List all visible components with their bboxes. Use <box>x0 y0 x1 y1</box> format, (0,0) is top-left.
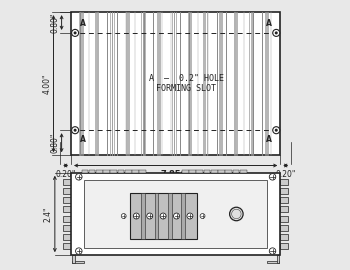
Circle shape <box>133 213 139 219</box>
Circle shape <box>187 213 193 219</box>
Bar <box>280 234 288 240</box>
Text: 0.80": 0.80" <box>50 12 60 33</box>
Text: 2.4": 2.4" <box>43 206 52 222</box>
Bar <box>139 170 146 173</box>
Bar <box>72 261 84 263</box>
Bar <box>240 170 246 173</box>
Circle shape <box>273 127 280 134</box>
Circle shape <box>121 214 126 218</box>
Bar <box>267 261 280 263</box>
Bar <box>82 170 88 173</box>
Bar <box>63 234 71 240</box>
Circle shape <box>174 213 180 219</box>
Text: FORMING SLOT: FORMING SLOT <box>156 84 216 93</box>
Circle shape <box>76 174 82 180</box>
Text: A: A <box>80 135 85 144</box>
Bar <box>130 193 197 239</box>
Text: A: A <box>80 19 85 28</box>
Bar <box>280 179 288 185</box>
Bar <box>218 170 225 173</box>
Circle shape <box>269 248 276 254</box>
Bar <box>89 170 96 173</box>
Bar <box>280 243 288 249</box>
Bar <box>63 225 71 231</box>
Text: 0.20": 0.20" <box>55 170 76 178</box>
Bar <box>155 193 158 239</box>
Bar <box>63 179 71 185</box>
Bar <box>84 180 267 248</box>
Bar <box>211 170 218 173</box>
Circle shape <box>160 213 166 219</box>
Circle shape <box>273 29 280 36</box>
Bar <box>181 193 185 239</box>
Text: 7.856": 7.856" <box>160 170 191 178</box>
Bar <box>280 225 288 231</box>
Circle shape <box>74 129 76 131</box>
Text: A: A <box>266 19 272 28</box>
Circle shape <box>275 129 277 131</box>
Text: 0.80": 0.80" <box>50 133 60 153</box>
Bar <box>63 243 71 249</box>
Circle shape <box>230 207 243 221</box>
Bar <box>277 255 280 263</box>
Bar <box>132 170 139 173</box>
Bar <box>280 197 288 203</box>
Text: A: A <box>266 135 272 144</box>
Bar <box>280 215 288 221</box>
Circle shape <box>275 32 277 34</box>
Circle shape <box>72 29 79 36</box>
Bar <box>125 170 132 173</box>
Text: A  –  0.2" HOLE: A – 0.2" HOLE <box>149 74 224 83</box>
Text: 4.00": 4.00" <box>42 73 51 94</box>
Circle shape <box>269 174 276 180</box>
Circle shape <box>76 248 82 254</box>
Bar <box>71 12 280 155</box>
Bar <box>111 170 117 173</box>
Bar <box>233 170 239 173</box>
Bar <box>204 170 210 173</box>
Bar <box>63 188 71 194</box>
Bar <box>63 207 71 212</box>
Bar <box>168 193 172 239</box>
Bar <box>63 215 71 221</box>
Bar <box>72 255 75 263</box>
Bar <box>103 170 110 173</box>
Bar <box>280 188 288 194</box>
Circle shape <box>232 209 241 219</box>
Bar <box>189 170 196 173</box>
Circle shape <box>147 213 153 219</box>
Circle shape <box>72 127 79 134</box>
Bar <box>141 193 145 239</box>
Bar <box>196 170 203 173</box>
Bar <box>118 170 124 173</box>
Bar <box>280 207 288 212</box>
Bar <box>182 170 189 173</box>
Circle shape <box>200 214 205 218</box>
Bar <box>63 197 71 203</box>
Bar <box>96 170 103 173</box>
Bar <box>71 173 280 255</box>
Text: 0.20": 0.20" <box>275 170 296 178</box>
Circle shape <box>74 32 76 34</box>
Bar <box>225 170 232 173</box>
